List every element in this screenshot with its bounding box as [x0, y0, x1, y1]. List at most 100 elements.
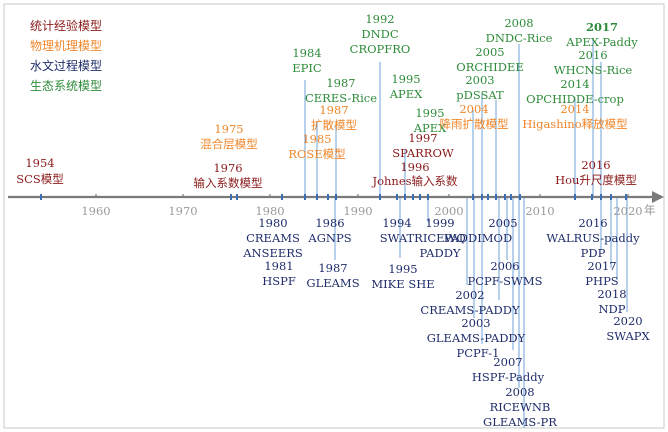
model-label: 1981	[264, 259, 293, 273]
model-label: ORCHIDEE	[456, 60, 523, 74]
model-label: CREAMS	[246, 231, 300, 245]
model-label: 2018	[597, 287, 626, 301]
model-label: APEX	[389, 87, 423, 101]
model-label: 2003	[461, 316, 490, 330]
model-label: 1984	[292, 46, 321, 60]
model-label: 扩散模型	[311, 118, 357, 132]
model-label: PADDY	[419, 246, 460, 260]
model-label: GLEAMS	[306, 276, 359, 290]
model-label: WALRUS-paddy	[546, 231, 640, 245]
model-label: 2006	[490, 259, 519, 273]
model-label: Johnes输入系数	[371, 174, 458, 188]
model-label: PADDIMOD	[444, 231, 512, 245]
model-label: 1976	[213, 161, 242, 175]
axis-tick-label: 1970	[168, 204, 197, 218]
axis-tick-label: 2010	[525, 204, 554, 218]
model-label: 2007	[493, 355, 522, 369]
legend-item: 生态系统模型	[30, 79, 102, 93]
axis-tick-label: 2000	[434, 204, 463, 218]
model-label: 1954	[25, 156, 54, 170]
model-label: 1997	[408, 131, 437, 145]
model-label: Hou升尺度模型	[555, 173, 637, 187]
model-label: RICEWNB	[490, 400, 551, 414]
model-label: APEX-Paddy	[565, 35, 638, 49]
model-label: PCPF-SWMS	[468, 274, 543, 288]
model-label: 1992	[365, 12, 394, 26]
model-label: 2008	[504, 16, 533, 30]
axis-tick-label: 1980	[255, 204, 284, 218]
model-label: CERES-Rice	[305, 91, 377, 105]
model-label: 2002	[455, 288, 484, 302]
model-label: 2005	[488, 216, 517, 230]
legend-item: 水文过程模型	[30, 58, 102, 73]
model-label: APEX	[413, 121, 447, 135]
leader-lines	[304, 38, 628, 428]
model-label: NDP	[598, 302, 625, 316]
axis-tick-label: 1990	[343, 204, 372, 218]
model-label: 2005	[475, 45, 504, 59]
model-label: 输入系数模型	[194, 176, 263, 190]
model-label: 1987	[319, 103, 348, 117]
model-label: pDSSAT	[456, 88, 504, 102]
model-label: 2017	[586, 20, 618, 34]
model-label: AGNPS	[307, 231, 351, 245]
model-label: Higashino释放模型	[522, 117, 627, 131]
model-label: 2016	[578, 48, 607, 62]
model-label: 2016	[581, 158, 610, 172]
model-label: MIKE SHE	[371, 277, 434, 291]
model-label: OPCHIDDE-crop	[526, 92, 624, 106]
model-label: DNDC-Rice	[486, 31, 553, 45]
model-label: GLEAMS-PR	[483, 415, 557, 429]
model-label: 1995	[415, 106, 444, 120]
model-label: 2014	[560, 77, 589, 91]
model-label: 1975	[214, 122, 243, 136]
model-label: 1986	[315, 216, 344, 230]
model-label: DNDC	[361, 27, 399, 41]
model-label: 1980	[258, 216, 287, 230]
model-label: PDP	[581, 246, 606, 260]
model-label: 1987	[318, 261, 347, 275]
axis-tick-label: 1960	[81, 204, 110, 218]
model-label: ROSE模型	[288, 147, 345, 161]
model-label: 1996	[400, 160, 429, 174]
model-label: 1995	[388, 262, 417, 276]
figure-border	[3, 3, 665, 429]
time-axis: 1960 1970 1980 1990 2000 2010 2020 年	[8, 191, 664, 218]
model-label: 1985	[302, 132, 331, 146]
model-label: SCS模型	[16, 172, 64, 186]
model-label: EPIC	[292, 61, 322, 75]
model-label: HSPF-Paddy	[472, 370, 545, 384]
legend-item: 物理机理模型	[30, 39, 102, 53]
axis-unit-label: 年	[644, 203, 656, 217]
model-labels: 1954SCS模型1975混合层模型1976输入系数模型1980CREAMSAN…	[16, 12, 650, 429]
model-label: SWAPX	[606, 329, 650, 343]
model-label: 1994	[382, 216, 411, 230]
model-label: PCPF-1	[457, 346, 500, 360]
model-label: 2008	[505, 385, 534, 399]
model-label: 2003	[465, 73, 494, 87]
legend-item: 统计经验模型	[30, 18, 102, 33]
model-label: 2020	[613, 314, 642, 328]
model-label: CREAMS-PADDY	[420, 303, 520, 317]
model-label: ANSEERS	[242, 246, 303, 260]
model-label: 1999	[425, 216, 454, 230]
model-label: 降雨扩散模型	[440, 117, 509, 131]
model-label: 2004	[459, 102, 488, 116]
model-label: CROPFRO	[350, 42, 411, 56]
model-label: PHPS	[585, 274, 619, 288]
model-label: 1995	[391, 72, 420, 86]
model-label: HSPF	[262, 274, 296, 288]
model-label: WHCNS-Rice	[554, 63, 633, 77]
model-label: SWAT	[380, 231, 415, 245]
model-label: 2014	[560, 102, 589, 116]
model-label: 混合层模型	[200, 137, 258, 151]
model-label: 2016	[578, 216, 607, 230]
model-label: SPARROW	[392, 146, 454, 160]
model-label: 2017	[587, 259, 616, 273]
model-label: 1987	[326, 76, 355, 90]
model-label: GLEAMS-PADDY	[427, 331, 526, 345]
axis-tick-label: 2020	[613, 204, 642, 218]
